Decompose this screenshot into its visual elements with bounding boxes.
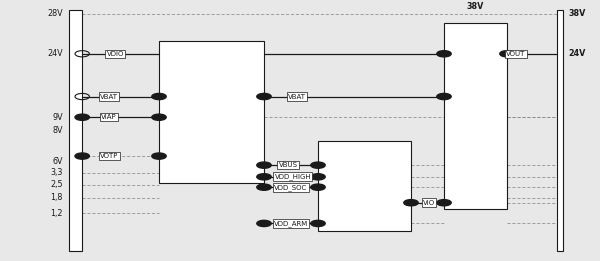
Text: MOSFET-: MOSFET- <box>460 104 491 110</box>
Text: VBUS: VBUS <box>278 162 298 168</box>
Text: NXP: NXP <box>202 86 221 95</box>
Text: Treiber: Treiber <box>463 122 488 128</box>
Text: 2,5: 2,5 <box>50 180 63 189</box>
Circle shape <box>437 93 451 100</box>
Circle shape <box>404 200 418 206</box>
Bar <box>318 141 411 231</box>
Text: 24V: 24V <box>569 49 586 58</box>
Bar <box>159 41 264 183</box>
Circle shape <box>437 200 451 206</box>
Circle shape <box>500 51 514 57</box>
Circle shape <box>311 174 325 180</box>
Circle shape <box>152 114 166 120</box>
Text: 9V: 9V <box>52 113 63 122</box>
Circle shape <box>257 93 271 100</box>
Circle shape <box>257 184 271 190</box>
Circle shape <box>257 174 271 180</box>
Text: 24V: 24V <box>47 49 63 58</box>
Text: VOTP: VOTP <box>100 153 118 159</box>
Circle shape <box>311 220 325 227</box>
Bar <box>444 23 507 209</box>
Text: 8V: 8V <box>53 126 63 135</box>
Circle shape <box>311 162 325 168</box>
Text: 1,8: 1,8 <box>50 193 63 202</box>
Text: NXP i.Mx6: NXP i.Mx6 <box>342 181 387 190</box>
Text: VBAT: VBAT <box>100 93 118 99</box>
Circle shape <box>257 162 271 168</box>
Text: VBAT: VBAT <box>288 93 306 99</box>
Text: VIO: VIO <box>423 200 435 206</box>
Circle shape <box>152 153 166 159</box>
Text: VIAP: VIAP <box>101 114 117 120</box>
Text: VDD_ARM: VDD_ARM <box>274 220 308 227</box>
Circle shape <box>257 220 271 227</box>
Text: 38V: 38V <box>467 2 484 11</box>
Text: 1,2: 1,2 <box>50 209 63 218</box>
Text: 38V: 38V <box>569 9 586 18</box>
Text: VDD_SOC: VDD_SOC <box>274 184 308 191</box>
Circle shape <box>75 114 89 120</box>
Circle shape <box>311 184 325 190</box>
Circle shape <box>75 153 89 159</box>
Text: 6V: 6V <box>53 157 63 166</box>
Bar <box>557 10 563 251</box>
Text: FAN3122TMX: FAN3122TMX <box>451 86 500 92</box>
Text: VR5510 PMIC: VR5510 PMIC <box>181 100 242 109</box>
Text: VDIO: VDIO <box>107 51 124 57</box>
Bar <box>69 10 82 251</box>
Text: 28V: 28V <box>47 9 63 18</box>
Text: VOUT: VOUT <box>506 51 526 57</box>
Circle shape <box>152 93 166 100</box>
Text: VDD_HIGH: VDD_HIGH <box>274 174 311 180</box>
Circle shape <box>437 51 451 57</box>
Text: 3,3: 3,3 <box>50 168 63 177</box>
